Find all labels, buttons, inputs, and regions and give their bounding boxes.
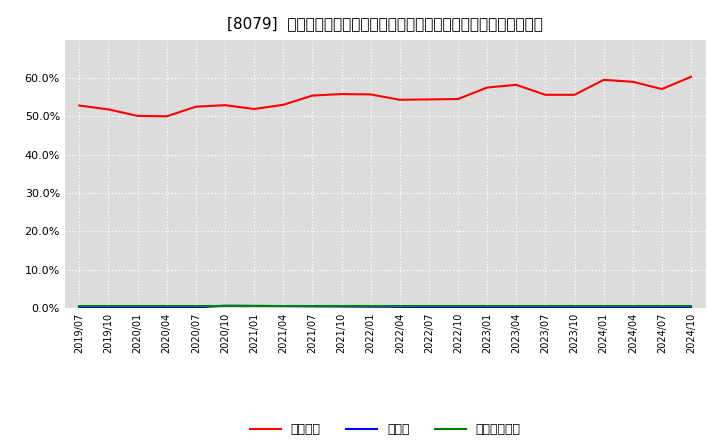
のれん (337, 304, 346, 309)
自己資本 (454, 96, 462, 102)
繰延税金資産 (454, 304, 462, 309)
繰延税金資産 (570, 304, 579, 309)
繰延税金資産 (279, 304, 287, 309)
繰延税金資産 (366, 304, 375, 309)
繰延税金資産 (483, 304, 492, 309)
のれん (279, 304, 287, 309)
繰延税金資産 (250, 304, 258, 309)
のれん (163, 304, 171, 310)
繰延税金資産 (75, 304, 84, 309)
繰延税金資産 (192, 304, 200, 309)
のれん (512, 305, 521, 310)
繰延税金資産 (163, 304, 171, 309)
繰延税金資産 (629, 304, 637, 309)
自己資本 (425, 97, 433, 102)
のれん (250, 303, 258, 308)
自己資本 (687, 74, 696, 80)
自己資本 (104, 107, 113, 112)
自己資本 (483, 85, 492, 90)
自己資本 (395, 97, 404, 103)
のれん (687, 305, 696, 311)
のれん (454, 304, 462, 310)
繰延税金資産 (512, 304, 521, 309)
自己資本 (192, 104, 200, 109)
のれん (220, 303, 229, 308)
自己資本 (599, 77, 608, 82)
のれん (75, 304, 84, 310)
のれん (570, 305, 579, 310)
のれん (366, 304, 375, 309)
繰延税金資産 (308, 304, 317, 309)
自己資本 (366, 92, 375, 97)
のれん (308, 304, 317, 309)
自己資本 (75, 103, 84, 108)
のれん (629, 305, 637, 310)
繰延税金資産 (657, 304, 666, 309)
のれん (541, 305, 550, 310)
繰延税金資産 (395, 304, 404, 309)
繰延税金資産 (425, 304, 433, 309)
のれん (483, 305, 492, 310)
自己資本 (512, 82, 521, 88)
繰延税金資産 (337, 304, 346, 309)
自己資本 (541, 92, 550, 97)
のれん (425, 304, 433, 310)
Legend: 自己資本, のれん, 繰延税金資産: 自己資本, のれん, 繰延税金資産 (245, 418, 526, 440)
のれん (395, 304, 404, 309)
のれん (192, 305, 200, 310)
自己資本 (220, 103, 229, 108)
自己資本 (308, 93, 317, 98)
繰延税金資産 (599, 304, 608, 309)
のれん (133, 304, 142, 310)
自己資本 (629, 79, 637, 84)
Line: 自己資本: 自己資本 (79, 77, 691, 116)
のれん (657, 305, 666, 311)
繰延税金資産 (541, 304, 550, 309)
繰延税金資産 (104, 304, 113, 309)
自己資本 (163, 114, 171, 119)
繰延税金資産 (220, 304, 229, 309)
のれん (104, 304, 113, 310)
自己資本 (279, 102, 287, 107)
自己資本 (337, 92, 346, 97)
自己資本 (250, 106, 258, 112)
Title: [8079]  自己資本、のれん、繰延税金資産の総資産に対する比率の推移: [8079] 自己資本、のれん、繰延税金資産の総資産に対する比率の推移 (228, 16, 543, 32)
繰延税金資産 (133, 304, 142, 309)
繰延税金資産 (687, 304, 696, 309)
自己資本 (133, 113, 142, 118)
自己資本 (657, 86, 666, 92)
のれん (599, 305, 608, 310)
Line: のれん: のれん (79, 306, 691, 308)
自己資本 (570, 92, 579, 97)
